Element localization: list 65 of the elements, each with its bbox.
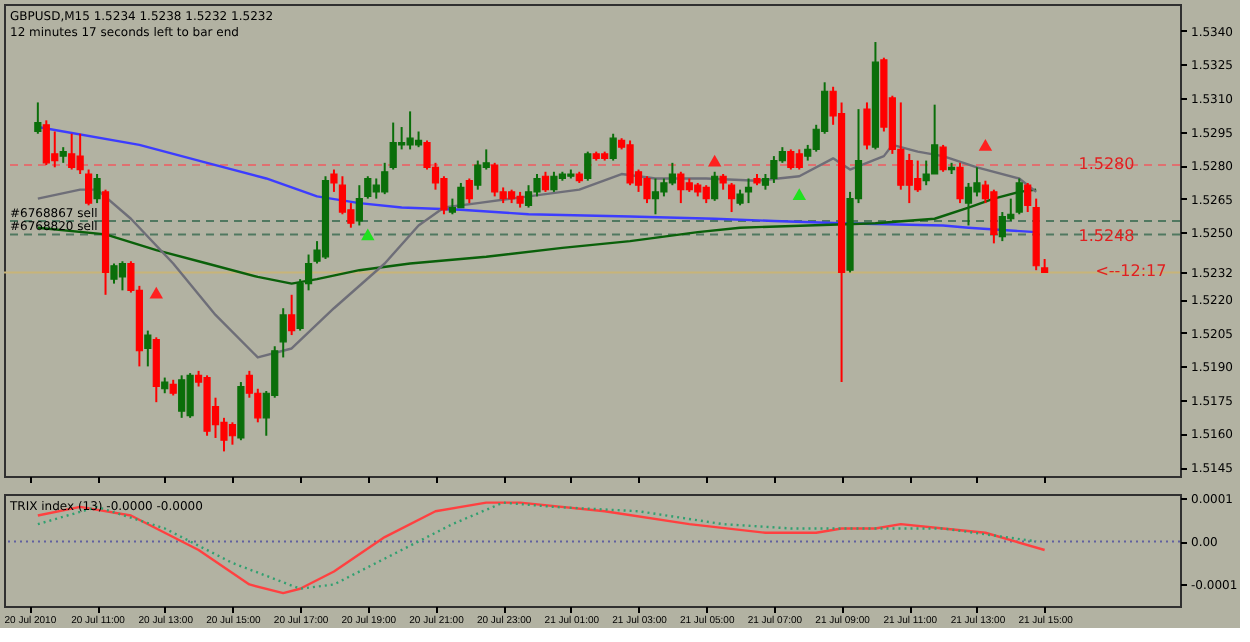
candlestick	[186, 372, 194, 419]
candlestick	[228, 421, 237, 446]
candlestick	[668, 161, 676, 187]
candlestick	[787, 148, 795, 171]
candlestick	[118, 260, 127, 292]
candlestick	[338, 175, 347, 216]
candlestick	[1024, 181, 1032, 214]
candlestick	[626, 139, 634, 187]
candlestick	[550, 170, 558, 193]
candlestick	[643, 175, 651, 205]
candlestick	[524, 184, 533, 209]
candlestick	[651, 177, 660, 216]
candlestick	[279, 307, 287, 359]
candlestick	[110, 262, 118, 285]
candlestick	[914, 159, 922, 193]
candlestick	[973, 166, 981, 198]
point	[707, 154, 722, 167]
point	[792, 188, 806, 200]
candlestick	[465, 177, 473, 205]
candlestick	[178, 374, 186, 419]
candlestick	[93, 173, 101, 205]
candlestick	[372, 177, 380, 200]
annotation: <--12:17	[1095, 262, 1167, 281]
candlestick	[897, 101, 905, 191]
candlestick	[152, 336, 160, 404]
candlestick	[68, 132, 76, 171]
point	[149, 286, 163, 299]
candlestick	[389, 121, 397, 171]
candlestick	[457, 181, 465, 209]
candlestick	[770, 155, 778, 184]
point	[978, 139, 993, 151]
candlestick	[34, 101, 42, 135]
candlestick	[406, 110, 414, 151]
candlestick	[42, 119, 50, 167]
candlestick	[964, 181, 973, 227]
candlestick	[863, 101, 871, 151]
candlestick	[1015, 177, 1023, 216]
annotation: 1.5280	[1078, 155, 1135, 174]
candlestick	[381, 161, 389, 196]
candlestick	[931, 103, 939, 176]
candlestick	[677, 170, 685, 205]
candlestick	[609, 132, 617, 162]
candlestick	[355, 184, 363, 227]
candlestick	[795, 148, 803, 171]
candlestick	[85, 168, 93, 207]
candlestick	[998, 211, 1006, 243]
annotation: 1.5248	[1078, 226, 1135, 245]
candlestick	[905, 152, 913, 205]
candlestick	[956, 161, 964, 205]
candlestick	[728, 181, 736, 214]
candlestick	[76, 132, 84, 176]
point	[361, 228, 375, 241]
candlestick	[474, 159, 482, 191]
candlestick	[541, 170, 550, 193]
candlestick	[491, 161, 499, 198]
candlestick	[939, 143, 947, 173]
candlestick	[711, 170, 719, 202]
candlestick	[744, 177, 753, 205]
candlestick	[990, 188, 998, 245]
candlestick	[364, 175, 372, 200]
candlestick	[144, 329, 152, 368]
candlestick	[288, 293, 296, 337]
candlestick	[51, 130, 59, 169]
candlestick	[440, 175, 448, 216]
candlestick	[584, 150, 592, 182]
